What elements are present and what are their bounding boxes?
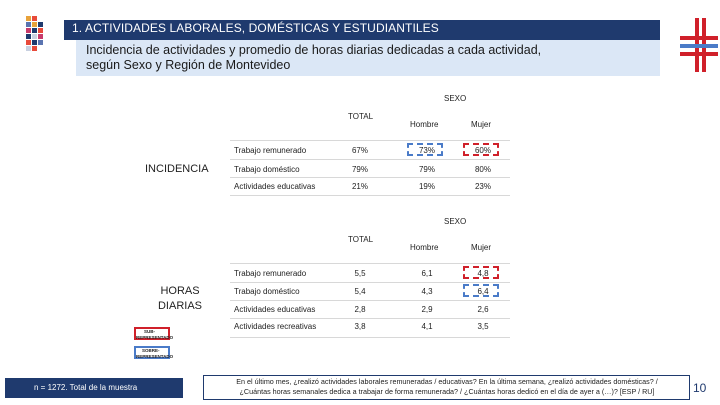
incidencia-mujer-value: 80% bbox=[474, 165, 491, 174]
incidencia-section-label: INCIDENCIA bbox=[145, 163, 209, 175]
horas-label-line-2: DIARIAS bbox=[157, 300, 202, 312]
horas-hombre-value: 4,3 bbox=[421, 287, 433, 296]
legend-over-label: SOBRE- bbox=[142, 348, 160, 353]
horas-section-label: HORAS DIARIAS bbox=[150, 284, 210, 314]
subtitle-line-2: según Sexo y Región de Montevideo bbox=[86, 58, 291, 72]
incidencia-mujer-header: Mujer bbox=[471, 120, 492, 129]
sample-box bbox=[5, 378, 183, 398]
row-separator bbox=[230, 337, 510, 338]
horas-row-label: Trabajo remunerado bbox=[234, 269, 307, 278]
horas-row-label: Actividades recreativas bbox=[234, 322, 317, 331]
logo-mosaic bbox=[26, 16, 52, 60]
question-box bbox=[203, 375, 690, 400]
incidencia-sexo-header: SEXO bbox=[444, 94, 467, 103]
incidencia-total-header: TOTAL bbox=[348, 112, 374, 121]
incidencia-total-value: 21% bbox=[351, 182, 368, 191]
incidencia-mujer-value: 60% bbox=[474, 146, 491, 155]
subtitle-line-1: Incidencia de actividades y promedio de … bbox=[86, 43, 542, 57]
legend-under-represented-box bbox=[134, 327, 170, 340]
title-bar bbox=[64, 20, 660, 40]
over-represented-marker bbox=[463, 284, 499, 297]
incidencia-row-label: Actividades educativas bbox=[234, 182, 316, 191]
horas-sexo-header: SEXO bbox=[444, 217, 467, 226]
row-separator bbox=[230, 177, 510, 178]
over-represented-marker bbox=[407, 143, 443, 156]
incidencia-row-label: Trabajo remunerado bbox=[234, 146, 307, 155]
under-represented-marker bbox=[463, 266, 499, 279]
horas-total-value: 3,8 bbox=[354, 322, 366, 331]
cross-logo-icon bbox=[680, 18, 718, 72]
legend-over-sublabel: REPRESENTADO bbox=[136, 354, 174, 359]
horas-hombre-value: 4,1 bbox=[421, 322, 433, 331]
incidencia-mujer-value: 23% bbox=[474, 182, 491, 191]
row-separator bbox=[230, 263, 510, 264]
legend-under-sublabel: REPRESENTADO bbox=[136, 335, 174, 340]
incidencia-total-value: 67% bbox=[351, 146, 368, 155]
horas-total-value: 5,4 bbox=[354, 287, 366, 296]
horas-hombre-header: Hombre bbox=[410, 243, 439, 252]
horas-label-line-1: HORAS bbox=[160, 285, 200, 297]
horas-mujer-value: 6,4 bbox=[477, 287, 489, 296]
page-subtitle: Incidencia de actividades y promedio de … bbox=[86, 43, 656, 73]
horas-mujer-value: 3,5 bbox=[477, 322, 489, 331]
row-separator bbox=[230, 140, 510, 141]
horas-mujer-value: 4,8 bbox=[477, 269, 489, 278]
horas-mujer-value: 2,6 bbox=[477, 305, 489, 314]
horas-row-label: Actividades educativas bbox=[234, 305, 316, 314]
row-separator bbox=[230, 195, 510, 196]
row-separator bbox=[230, 318, 510, 319]
sample-size-note: n = 1272. Total de la muestra bbox=[34, 383, 138, 392]
row-separator bbox=[230, 159, 510, 160]
incidencia-hombre-value: 73% bbox=[418, 146, 435, 155]
incidencia-row-label: Trabajo doméstico bbox=[234, 165, 300, 174]
row-separator bbox=[230, 300, 510, 301]
horas-mujer-header: Mujer bbox=[471, 243, 492, 252]
horas-total-value: 5,5 bbox=[354, 269, 366, 278]
horas-hombre-value: 2,9 bbox=[421, 305, 433, 314]
page-title: 1. ACTIVIDADES LABORALES, DOMÉSTICAS Y E… bbox=[72, 21, 439, 35]
row-separator bbox=[230, 282, 510, 283]
horas-hombre-value: 6,1 bbox=[421, 269, 433, 278]
question-line-2: ¿Cuántas horas semanales dedica a trabaj… bbox=[239, 387, 655, 396]
horas-total-value: 2,8 bbox=[354, 305, 366, 314]
page-number: 10 bbox=[693, 381, 707, 395]
incidencia-hombre-header: Hombre bbox=[410, 120, 439, 129]
incidencia-hombre-value: 19% bbox=[418, 182, 435, 191]
survey-question: En el último mes, ¿realizó actividades l… bbox=[207, 377, 687, 397]
legend-over-represented-box bbox=[134, 346, 170, 359]
incidencia-hombre-value: 79% bbox=[418, 165, 435, 174]
legend-under-label: SUB- bbox=[144, 329, 155, 334]
question-line-1: En el último mes, ¿realizó actividades l… bbox=[236, 377, 658, 386]
under-represented-marker bbox=[463, 143, 499, 156]
horas-total-header: TOTAL bbox=[348, 235, 374, 244]
incidencia-total-value: 79% bbox=[351, 165, 368, 174]
subtitle-box bbox=[76, 40, 660, 76]
horas-row-label: Trabajo doméstico bbox=[234, 287, 300, 296]
